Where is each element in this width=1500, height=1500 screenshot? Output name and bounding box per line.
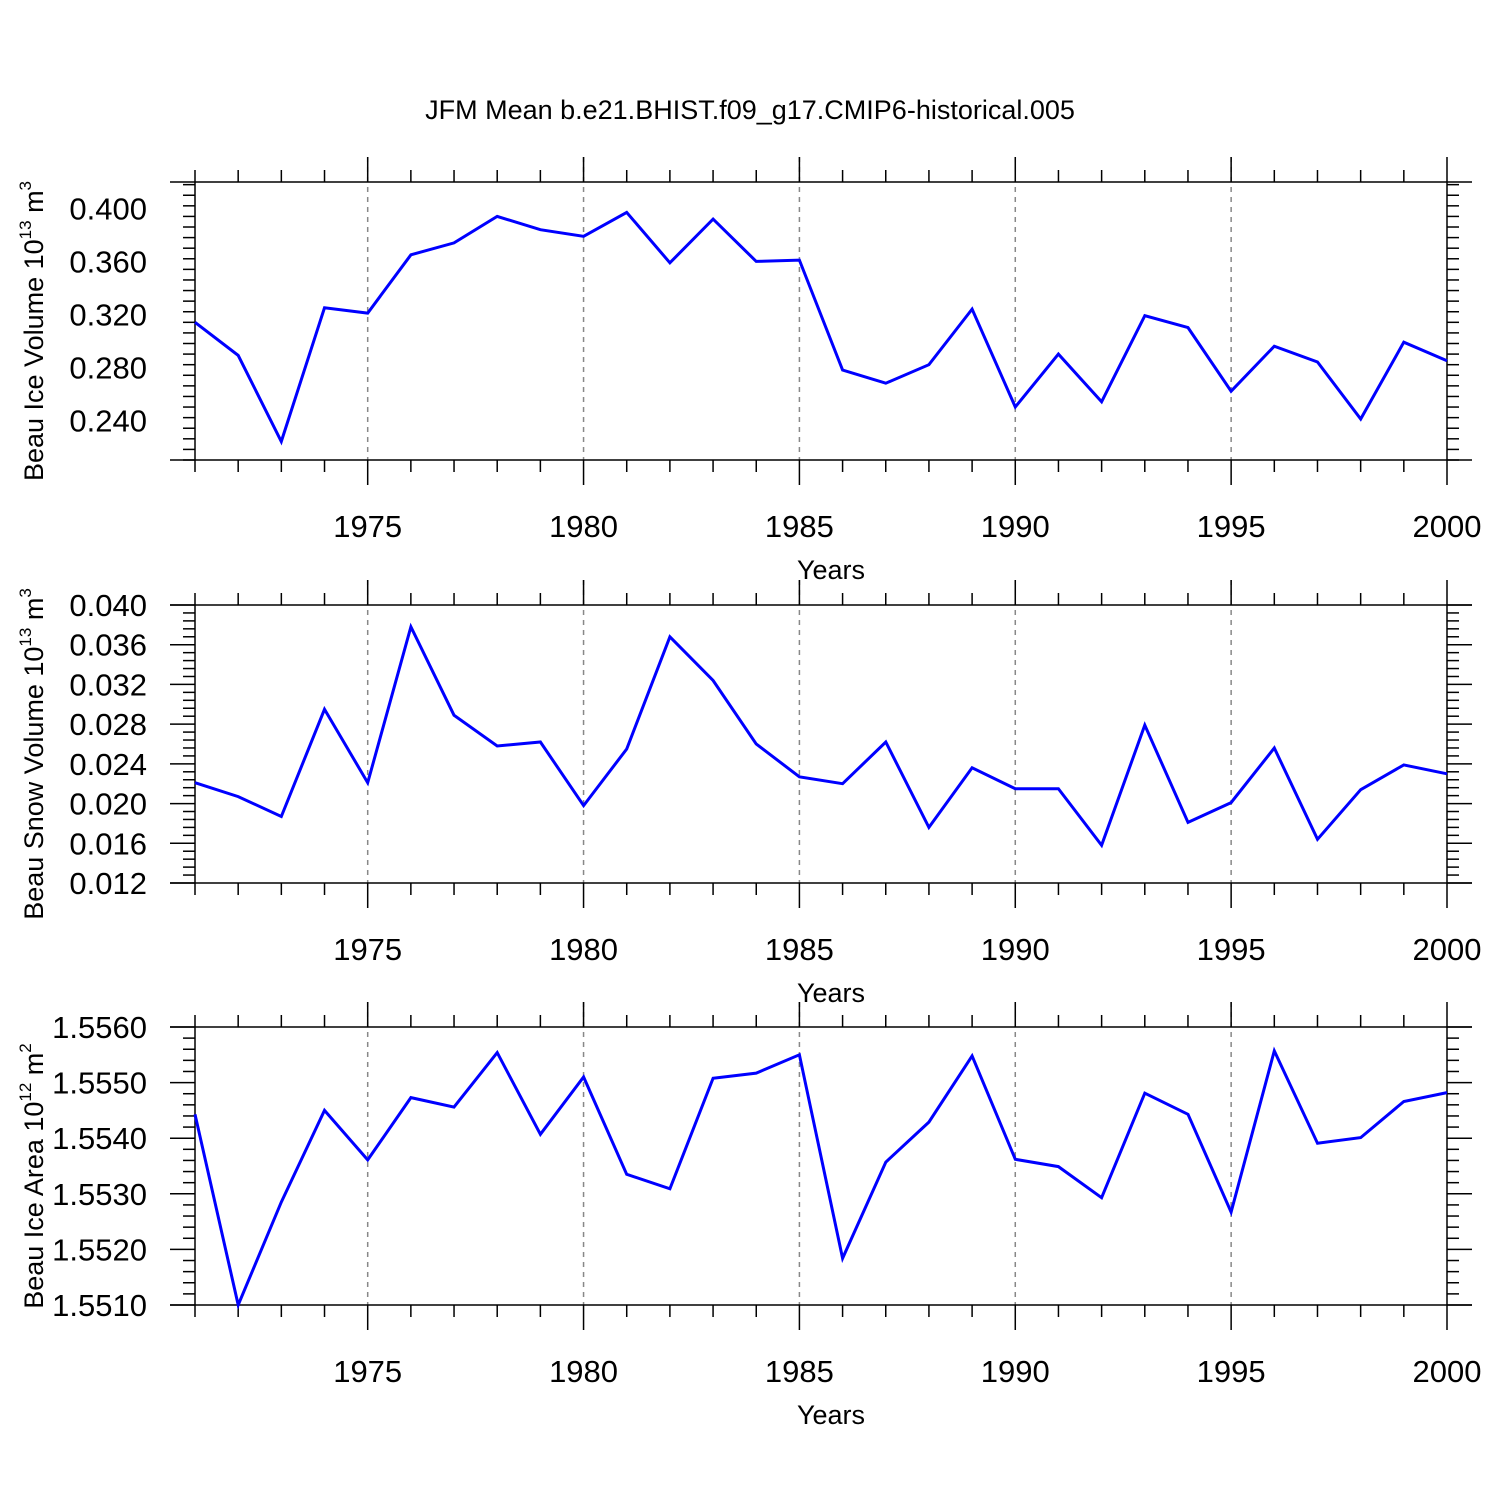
x-tick-label: 1985 [765,932,834,967]
y-axis-label-exponent: 13 [16,628,35,647]
x-tick-label: 2000 [1413,932,1482,967]
x-tick-label: 1995 [1197,932,1266,967]
x-tick-label: 1990 [981,1354,1050,1389]
y-tick-label: 1.5540 [52,1121,147,1156]
y-tick-label: 0.280 [69,350,147,385]
x-tick-label: 2000 [1413,1354,1482,1389]
series-line [193,1046,1448,1310]
y-axis-label-exponent: 13 [16,220,35,239]
y-tick-label: 1.5550 [52,1066,147,1101]
y-tick-label: 0.024 [69,747,147,782]
y-axis-label: Beau Ice Area 1012 m2 [16,1043,49,1309]
x-axis-label: Years [797,1400,865,1430]
x-tick-label: 1985 [765,1354,834,1389]
y-tick-label: 0.400 [69,191,147,226]
y-axis-label-unit-exponent: 3 [16,181,35,190]
x-tick-label: 1980 [549,1354,618,1389]
y-tick-label: 1.5560 [52,1010,147,1045]
x-axis-label: Years [797,978,865,1008]
y-axis-label: Beau Snow Volume 1013 m3 [16,588,49,920]
y-tick-label: 0.028 [69,707,147,742]
y-tick-label: 0.320 [69,297,147,332]
y-axis-label-exponent: 12 [16,1083,35,1102]
chart-title: JFM Mean b.e21.BHIST.f09_g17.CMIP6-histo… [425,95,1075,125]
y-axis-label-text: Beau Snow Volume 10 [19,647,49,920]
y-tick-label: 0.032 [69,667,147,702]
y-tick-label: 0.240 [69,403,147,438]
y-axis-label-unit-exponent: 3 [16,588,35,597]
y-axis-label-text: Beau Ice Volume 10 [19,239,49,481]
y-axis-label-unit-exponent: 2 [16,1043,35,1052]
y-tick-label: 1.5530 [52,1177,147,1212]
x-tick-label: 1995 [1197,1354,1266,1389]
y-tick-label: 0.020 [69,787,147,822]
x-tick-label: 1995 [1197,509,1266,544]
y-tick-label: 1.5510 [52,1288,147,1323]
panel-2: 0.012 0.016 0.020 0.024 0.028 0.032 0.036 0.040… [16,580,1481,1008]
y-axis-label-unit: m [19,190,49,220]
panel-1: 0.240 0.280 0.320 0.360 0.400 1975 1980 1985 199… [16,157,1481,585]
series-line [194,622,1448,849]
y-tick-label: 0.040 [69,588,147,623]
y-tick-label: 0.016 [69,826,147,861]
x-tick-label: 1975 [333,509,402,544]
y-tick-label: 0.036 [69,628,147,663]
x-axis-label: Years [797,555,865,585]
y-tick-label: 1.5520 [52,1232,147,1267]
y-axis-label-unit: m [19,598,49,628]
x-tick-label: 1990 [981,932,1050,967]
x-tick-label: 1980 [549,932,618,967]
y-axis-label-unit: m [19,1053,49,1083]
series-line [194,210,1448,446]
x-tick-label: 1990 [981,509,1050,544]
y-tick-label: 0.012 [69,866,147,901]
x-tick-label: 1985 [765,509,834,544]
y-tick-label: 0.360 [69,244,147,279]
y-axis-label: Beau Ice Volume 1013 m3 [16,181,49,481]
x-tick-label: 1975 [333,1354,402,1389]
panel-3: 1.5510 1.5520 1.5530 1.5540 1.5550 1.5560 1975… [16,1002,1481,1430]
x-tick-label: 1980 [549,509,618,544]
y-axis-label-text: Beau Ice Area 10 [19,1102,49,1309]
x-tick-label: 2000 [1413,509,1482,544]
x-tick-label: 1975 [333,932,402,967]
